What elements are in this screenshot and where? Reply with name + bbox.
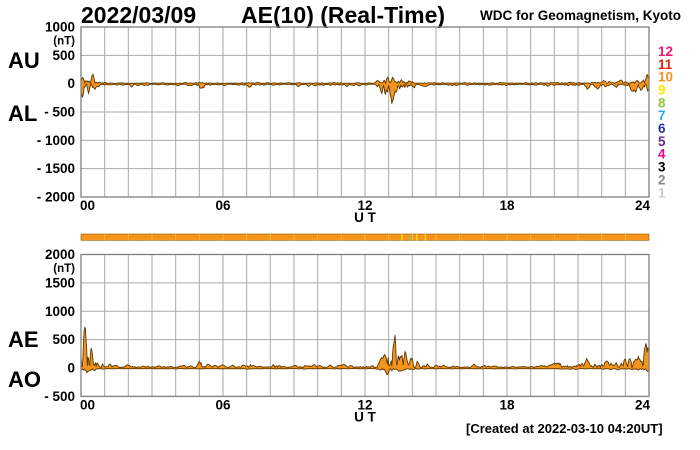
svg-text:1500: 1500 <box>45 275 75 290</box>
svg-text:1000: 1000 <box>45 304 75 319</box>
svg-text:U T: U T <box>354 409 377 424</box>
svg-text:- 1500: - 1500 <box>37 161 75 176</box>
svg-text:1: 1 <box>658 185 666 200</box>
svg-text:06: 06 <box>215 397 231 412</box>
svg-text:- 2000: - 2000 <box>37 190 75 205</box>
svg-text:2000: 2000 <box>45 247 75 262</box>
svg-text:- 1000: - 1000 <box>37 133 75 148</box>
svg-text:500: 500 <box>52 48 75 63</box>
svg-text:00: 00 <box>80 198 95 213</box>
svg-text:U T: U T <box>354 210 377 225</box>
svg-text:24: 24 <box>635 397 651 412</box>
svg-text:06: 06 <box>215 198 231 213</box>
svg-text:0: 0 <box>67 76 75 91</box>
svg-text:18: 18 <box>499 397 515 412</box>
svg-text:1000: 1000 <box>45 20 75 35</box>
svg-text:- 500: - 500 <box>44 105 75 120</box>
svg-text:00: 00 <box>80 397 95 412</box>
svg-text:500: 500 <box>52 332 75 347</box>
svg-text:(nT): (nT) <box>53 36 75 48</box>
svg-text:18: 18 <box>499 198 515 213</box>
svg-text:24: 24 <box>635 198 651 213</box>
svg-text:- 500: - 500 <box>44 389 75 404</box>
svg-text:0: 0 <box>67 361 75 376</box>
svg-text:(nT): (nT) <box>53 263 75 275</box>
